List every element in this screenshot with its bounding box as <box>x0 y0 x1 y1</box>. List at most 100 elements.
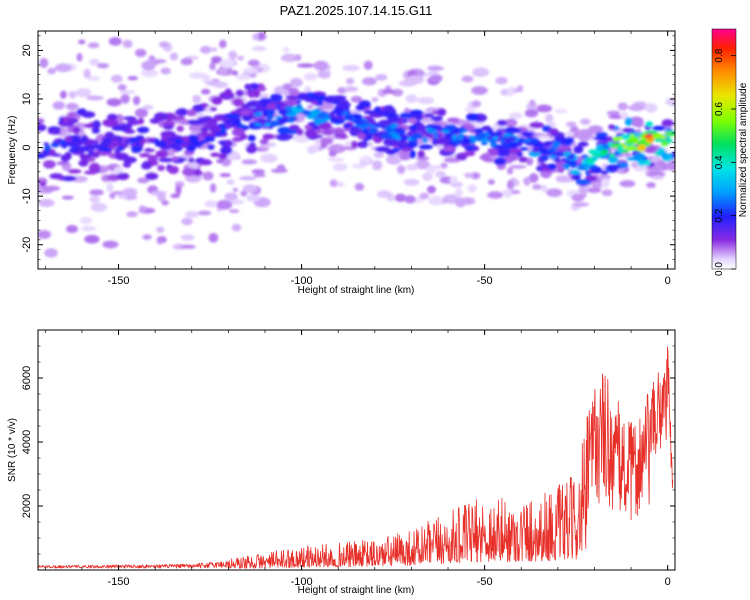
heatmap-cell <box>86 95 104 101</box>
heatmap-cell <box>380 133 393 139</box>
heatmap-cell <box>607 156 619 164</box>
colorbar-tick-label: 0.2 <box>714 208 725 222</box>
snr-panel: -150 -100 -50 0 2000 4000 6000 Height of strai… <box>7 329 676 596</box>
heatmap-cell <box>271 94 280 100</box>
heatmap-cell <box>89 162 101 172</box>
heatmap-cell <box>523 138 533 143</box>
heatmap-cell <box>528 173 539 183</box>
heatmap-cell <box>419 192 430 200</box>
heatmap-cell <box>87 42 100 49</box>
heatmap-cell <box>665 161 675 171</box>
heatmap-cell <box>137 117 144 125</box>
heatmap-cell <box>43 160 56 169</box>
heatmap-cell <box>211 96 223 105</box>
heatmap-cell <box>555 175 571 183</box>
heatmap-cell <box>270 120 280 127</box>
heatmap-cell <box>368 129 377 134</box>
heatmap-cell <box>220 157 232 167</box>
colorbar-tick-label: 0.6 <box>714 102 725 116</box>
heatmap-cell <box>231 223 242 232</box>
heatmap-cell <box>155 150 169 158</box>
heatmap-cell <box>464 107 477 113</box>
heatmap-cell <box>504 136 517 142</box>
heatmap-cell <box>219 124 226 128</box>
heatmap-cell <box>497 119 507 127</box>
heatmap-cell <box>409 149 416 159</box>
heatmap-cell <box>487 191 504 199</box>
heatmap-cell <box>140 69 158 78</box>
heatmap-cell <box>343 123 352 129</box>
heatmap-cell <box>373 106 382 115</box>
heatmap-cell <box>619 180 636 188</box>
heatmap-cell <box>158 157 174 163</box>
heatmap-cell <box>556 145 571 150</box>
heatmap-cell <box>60 154 70 162</box>
heatmap-cell <box>156 226 165 233</box>
heatmap-cell <box>220 146 233 155</box>
heatmap-cell <box>309 134 324 139</box>
heatmap-cell <box>38 123 47 132</box>
heatmap-cell <box>231 128 245 137</box>
heatmap-cell <box>504 126 519 134</box>
heatmap-cell <box>246 194 260 202</box>
heatmap-cell <box>237 55 244 61</box>
heatmap-cell <box>404 195 416 204</box>
heatmap-cell <box>320 142 328 149</box>
heatmap-cell <box>444 124 457 130</box>
heatmap-cell <box>123 116 137 121</box>
colorbar: 0.0 0.2 0.4 0.6 0.8 Normalized spectral ampl… <box>711 28 749 276</box>
heatmap-cell <box>405 164 419 171</box>
heatmap-cell <box>42 185 61 191</box>
heatmap-cell <box>375 74 388 81</box>
heatmap-cell <box>81 111 96 118</box>
heatmap-cell <box>356 141 368 149</box>
heatmap-cell <box>52 101 65 110</box>
heatmap-cell <box>227 114 239 118</box>
heatmap-cell <box>232 98 244 107</box>
heatmap-cell <box>232 187 239 193</box>
heatmap-cell <box>593 149 602 155</box>
heatmap-cell <box>44 248 58 258</box>
heatmap-cell <box>81 137 88 142</box>
heatmap-cell <box>473 68 487 73</box>
heatmap-cell <box>142 234 152 240</box>
heatmap-cell <box>283 92 290 97</box>
heatmap-cell <box>376 190 392 199</box>
heatmap-cell <box>106 182 114 192</box>
heatmap-cell <box>287 117 296 123</box>
heatmap-cell <box>231 117 242 122</box>
heatmap-cell <box>91 127 101 134</box>
heatmap-cell <box>616 136 624 140</box>
heatmap-cell <box>383 138 397 147</box>
heatmap-cell <box>210 152 221 158</box>
heatmap-cell <box>226 179 235 185</box>
heatmap-cell <box>214 117 221 122</box>
heatmap-cell <box>206 80 223 86</box>
heatmap-cell <box>228 50 238 60</box>
heatmap-cell <box>622 127 634 133</box>
heatmap-cell <box>277 108 288 115</box>
heatmap-cell <box>504 118 518 128</box>
heatmap-cell <box>239 176 257 181</box>
heatmap-cell <box>601 189 613 197</box>
heatmap-cell <box>202 130 208 137</box>
heatmap-cell <box>142 104 154 110</box>
heatmap-cell <box>163 125 174 130</box>
heatmap-cell <box>231 70 239 76</box>
heatmap-cell <box>487 179 495 185</box>
heatmap-cell <box>644 103 658 113</box>
heatmap-cell <box>329 179 338 188</box>
heatmap-cell <box>117 146 125 151</box>
heatmap-cell <box>354 182 365 191</box>
x-tick-label: -150 <box>108 275 130 287</box>
heatmap-cell <box>39 58 49 68</box>
heatmap-cell <box>637 144 647 152</box>
heatmap-cell <box>158 41 170 48</box>
heatmap-cell <box>47 67 56 75</box>
heatmap-cell <box>465 145 476 151</box>
heatmap-cell <box>628 104 646 112</box>
heatmap-cell <box>154 139 160 143</box>
heatmap-cell <box>466 113 480 122</box>
x-tick-label: 0 <box>665 275 671 287</box>
heatmap-cell <box>347 116 354 122</box>
